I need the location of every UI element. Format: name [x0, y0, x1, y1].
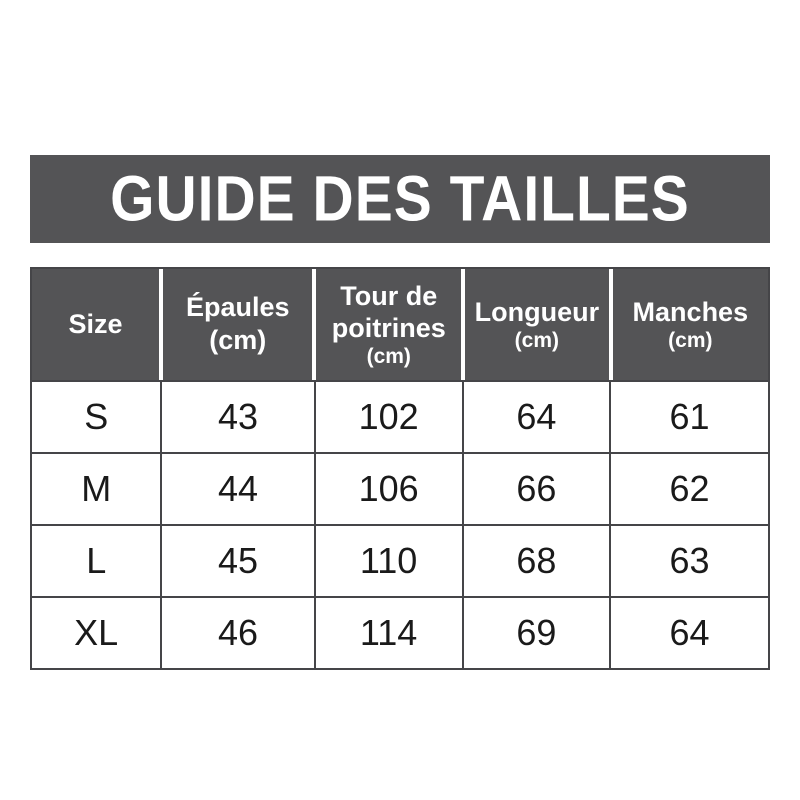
value-cell-manches: 62: [610, 454, 768, 524]
size-guide-content: GUIDE DES TAILLES Size Épaules (cm) Tour…: [30, 0, 770, 670]
column-header-size: Size: [32, 269, 159, 380]
column-header-label: Tour de poitrines: [331, 281, 446, 344]
value-cell-epaules: 44: [162, 454, 314, 524]
value-cell-tour-de-poitrines: 102: [315, 382, 462, 452]
value-cell-manches: 61: [610, 382, 768, 452]
column-header-label: Longueur: [474, 297, 600, 328]
value-cell-tour-de-poitrines: 114: [315, 598, 462, 668]
column-header-unit: (cm): [209, 324, 267, 355]
value-cell-longueur: 69: [463, 598, 609, 668]
column-header-tour-de-poitrines: Tour de poitrines (cm): [316, 269, 462, 380]
value-cell-tour-de-poitrines: 110: [315, 526, 462, 596]
value-cell-tour-de-poitrines: 106: [315, 454, 462, 524]
value-cell-longueur: 68: [463, 526, 609, 596]
size-table: Size Épaules (cm) Tour de poitrines (cm)…: [30, 267, 770, 670]
size-cell: XL: [32, 598, 161, 668]
size-cell: L: [32, 526, 161, 596]
value-cell-longueur: 66: [463, 454, 609, 524]
size-guide-banner: GUIDE DES TAILLES: [30, 155, 770, 243]
column-header-label: Manches: [632, 297, 749, 328]
size-table-header-row: Size Épaules (cm) Tour de poitrines (cm)…: [32, 269, 768, 380]
value-cell-epaules: 45: [162, 526, 314, 596]
column-header-label: Size: [68, 309, 123, 340]
size-table-body: S 43 102 64 61 M 44 106 66 62 L 45 110 6…: [32, 380, 768, 668]
value-cell-longueur: 64: [463, 382, 609, 452]
column-header-manches: Manches (cm): [612, 269, 768, 380]
value-cell-epaules: 46: [162, 598, 314, 668]
size-cell: S: [32, 382, 161, 452]
column-header-longueur: Longueur (cm): [465, 269, 609, 380]
column-header-unit: (cm): [514, 328, 560, 352]
column-header-epaules: Épaules (cm): [163, 269, 313, 380]
column-header-unit: (cm): [668, 328, 713, 352]
value-cell-epaules: 43: [162, 382, 314, 452]
value-cell-manches: 64: [610, 598, 768, 668]
size-cell: M: [32, 454, 161, 524]
column-header-label: Épaules: [185, 292, 290, 323]
column-header-unit: (cm): [366, 344, 411, 368]
value-cell-manches: 63: [610, 526, 768, 596]
size-guide-title: GUIDE DES TAILLES: [110, 163, 690, 235]
